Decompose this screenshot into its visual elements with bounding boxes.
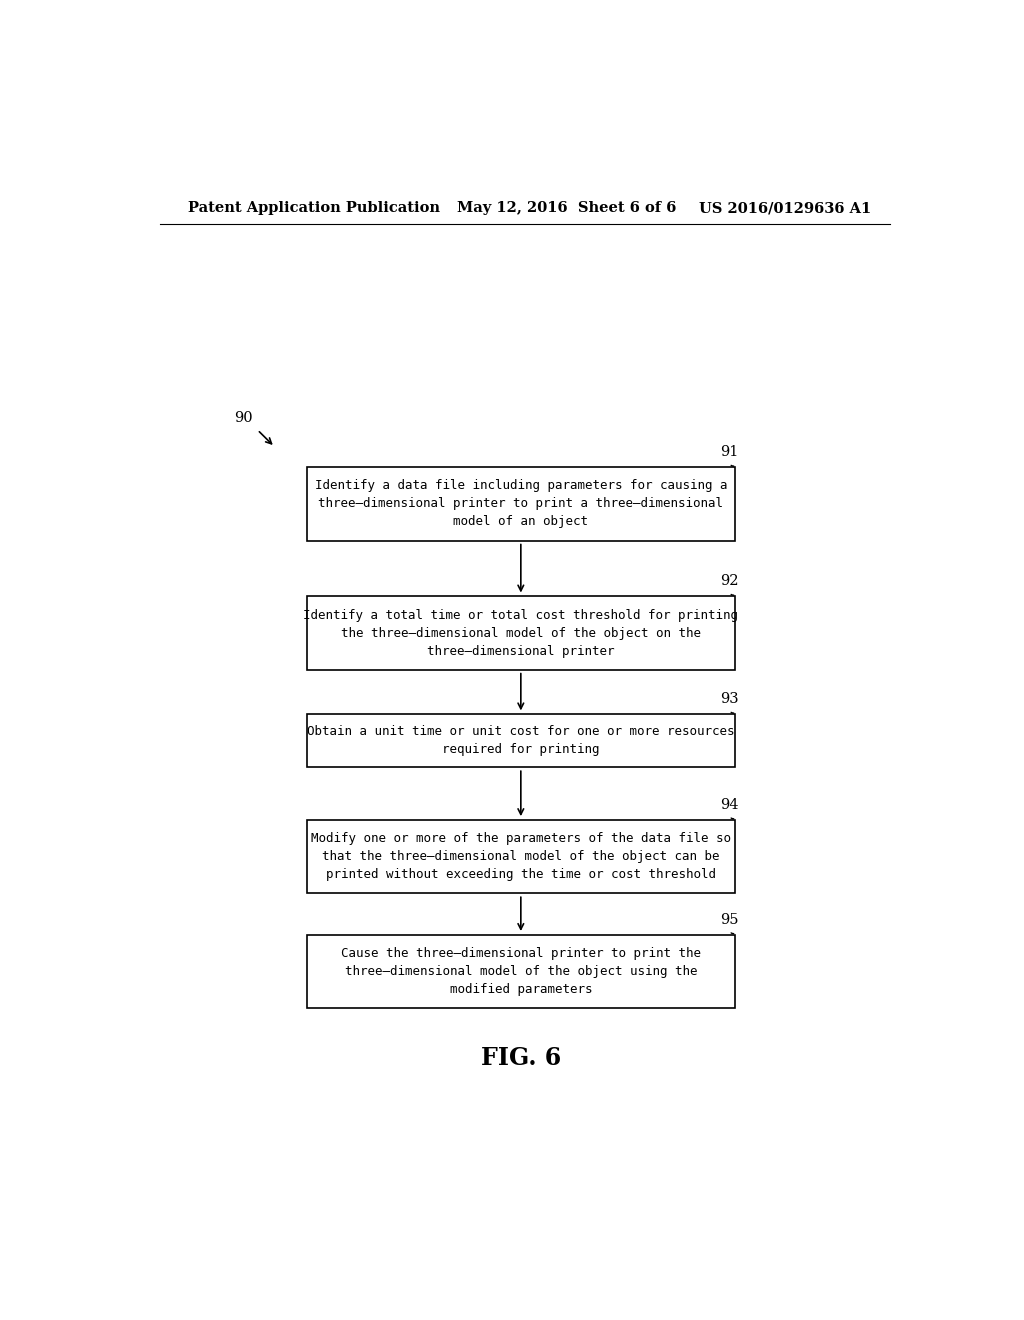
Text: 90: 90 — [233, 411, 252, 425]
Text: 95: 95 — [720, 913, 738, 927]
Text: 94: 94 — [720, 799, 738, 812]
Text: Modify one or more of the parameters of the data file so
that the three–dimensio: Modify one or more of the parameters of … — [311, 832, 731, 882]
Text: Patent Application Publication: Patent Application Publication — [187, 201, 439, 215]
Bar — [306, 935, 735, 1008]
Text: Identify a data file including parameters for causing a
three–dimensional printe: Identify a data file including parameter… — [314, 479, 727, 528]
Text: 92: 92 — [720, 574, 738, 589]
Text: May 12, 2016  Sheet 6 of 6: May 12, 2016 Sheet 6 of 6 — [458, 201, 677, 215]
Bar — [306, 820, 735, 894]
Bar — [306, 467, 735, 541]
Bar — [306, 597, 735, 669]
Text: Identify a total time or total cost threshold for printing
the three–dimensional: Identify a total time or total cost thre… — [303, 609, 738, 657]
Text: 93: 93 — [720, 692, 738, 706]
Text: 91: 91 — [720, 445, 738, 459]
Text: US 2016/0129636 A1: US 2016/0129636 A1 — [699, 201, 871, 215]
Text: Obtain a unit time or unit cost for one or more resources
required for printing: Obtain a unit time or unit cost for one … — [307, 725, 734, 756]
Text: FIG. 6: FIG. 6 — [480, 1045, 561, 1071]
Text: Cause the three–dimensional printer to print the
three–dimensional model of the : Cause the three–dimensional printer to p… — [341, 946, 700, 997]
Bar — [306, 714, 735, 767]
